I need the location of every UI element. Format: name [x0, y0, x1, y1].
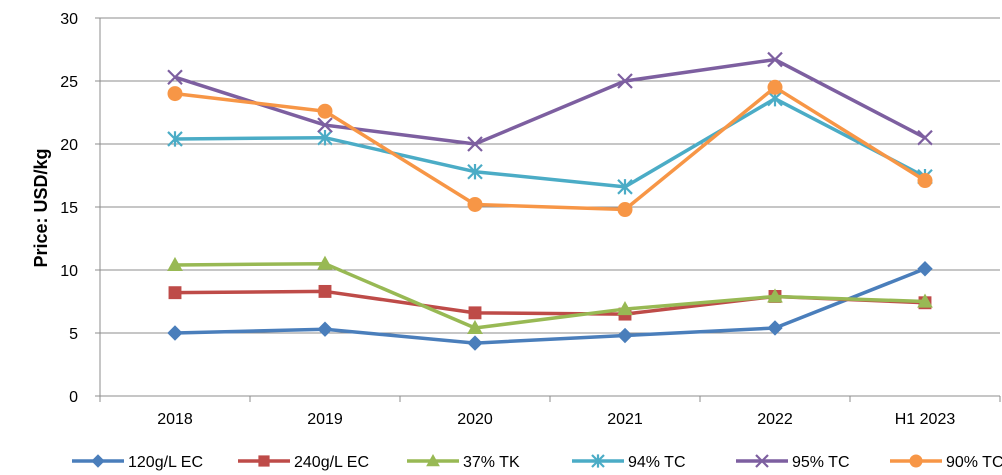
y-tick-label: 5	[69, 326, 78, 343]
y-tick-label: 0	[69, 389, 78, 406]
legend-item: 37% TK	[407, 453, 520, 471]
data-point	[767, 79, 783, 95]
data-point	[317, 103, 333, 119]
data-point	[617, 327, 633, 344]
legend-marker	[258, 455, 270, 467]
y-tick-label: 10	[60, 263, 78, 280]
data-point	[167, 86, 183, 102]
data-point	[617, 202, 633, 218]
data-point	[317, 117, 333, 133]
data-point	[467, 163, 483, 180]
data-point	[467, 136, 483, 152]
y-tick-label: 20	[60, 137, 78, 154]
x-tick-labels: 2018 2019 2020 2021 2022 H1 2023	[157, 411, 955, 428]
y-tick-labels: 0 5 10 15 20 25 30	[60, 11, 78, 406]
series-120g-l-ec	[167, 261, 933, 351]
data-point	[167, 69, 183, 85]
series-37-tk	[167, 255, 933, 335]
series-line	[174, 96, 926, 189]
legend-label: 94% TC	[628, 454, 686, 471]
gridlines	[100, 17, 1000, 334]
x-tick-label: 2021	[607, 411, 643, 428]
series-lines	[167, 51, 933, 351]
data-point	[168, 286, 182, 300]
legend-marker	[909, 454, 923, 468]
legend-label: 120g/L EC	[128, 454, 203, 471]
data-point	[617, 73, 633, 89]
y-axis-title: Price: USD/kg	[31, 148, 51, 267]
data-point	[467, 335, 483, 351]
data-point	[318, 284, 332, 298]
data-point	[767, 320, 783, 336]
data-point	[617, 179, 633, 195]
y-tick-label: 25	[60, 74, 78, 91]
legend-item: 240g/L EC	[238, 454, 369, 471]
y-tick-label: 30	[60, 11, 78, 28]
x-tick-label: 2018	[157, 411, 193, 428]
legend-item: 90% TC	[890, 454, 1002, 471]
series-line	[174, 267, 926, 345]
legend-item: 94% TC	[572, 454, 686, 471]
legend-label: 37% TK	[463, 454, 520, 471]
data-point	[317, 321, 333, 337]
legend: 120g/L EC 240g/L EC 37% TK 94% TC 95% TC 90% …	[72, 453, 1002, 471]
data-point	[467, 196, 483, 212]
data-point	[167, 256, 183, 272]
data-point	[167, 131, 183, 147]
series-240g-l-ec	[168, 284, 932, 321]
data-point	[767, 51, 783, 68]
axes	[95, 17, 1001, 402]
legend-item: 120g/L EC	[72, 454, 203, 471]
legend-label: 240g/L EC	[294, 454, 369, 471]
data-point	[317, 255, 333, 270]
data-point	[917, 293, 933, 308]
legend-marker	[426, 453, 440, 467]
legend-label: 95% TC	[792, 454, 850, 471]
legend-marker	[755, 454, 769, 468]
series-line	[174, 57, 926, 146]
data-point	[467, 319, 483, 335]
data-point	[468, 306, 482, 320]
series-line	[174, 261, 926, 330]
legend-marker	[591, 454, 605, 468]
data-point	[317, 129, 333, 146]
x-tick-label: 2022	[757, 411, 793, 428]
x-tick-label: H1 2023	[895, 411, 956, 428]
data-point	[767, 288, 783, 303]
x-tick-label: 2020	[457, 411, 493, 428]
series-line	[174, 289, 926, 316]
series-95-tc	[167, 51, 933, 152]
series-90-tc	[167, 79, 933, 218]
data-point	[917, 261, 933, 277]
y-tick-label: 15	[60, 200, 78, 217]
data-point	[617, 301, 633, 316]
legend-item: 95% TC	[736, 454, 850, 471]
x-tick-label: 2019	[307, 411, 343, 428]
data-point	[917, 129, 933, 146]
series-line	[174, 85, 926, 212]
legend-label: 90% TC	[946, 454, 1002, 471]
data-point	[167, 325, 183, 341]
legend-marker	[91, 454, 105, 468]
data-point	[917, 173, 933, 189]
